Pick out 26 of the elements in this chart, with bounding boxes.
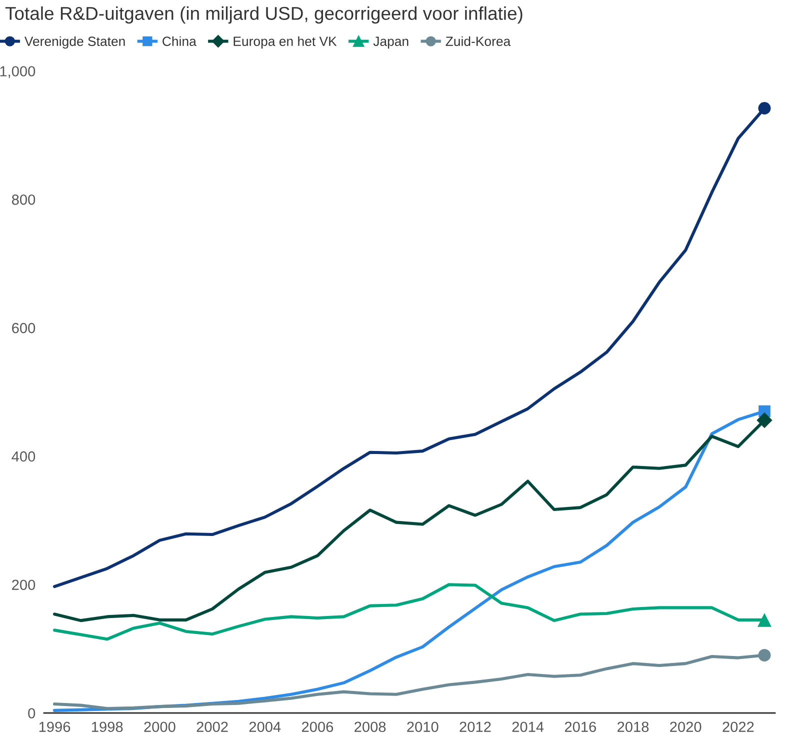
chart-title: Totale R&D-uitgaven (in miljard USD, gecorrigeerd voor inflatie): [5, 6, 522, 24]
legend-label: Europa en het VK: [234, 36, 337, 49]
x-tick-label: 2020: [670, 722, 702, 732]
x-tick-label: 2002: [196, 722, 228, 732]
x-tick-label: 1998: [92, 722, 123, 732]
y-tick-label: 200: [12, 580, 36, 590]
legend-label: Verenigde Staten: [24, 36, 125, 49]
x-tick-label: 2022: [722, 722, 754, 732]
y-tick-label: 600: [12, 322, 36, 334]
x-tick-label: 2012: [460, 722, 491, 732]
y-tick-label: 0: [28, 708, 36, 718]
x-tick-label: 2000: [144, 722, 176, 732]
y-tick-label: 800: [12, 194, 36, 205]
x-tick-label: 1996: [39, 722, 70, 732]
x-tick-label: 2018: [618, 722, 649, 732]
legend-label: Zuid-Korea: [446, 36, 511, 46]
x-tick-label: 2006: [302, 722, 334, 732]
x-tick-label: 2004: [249, 722, 281, 732]
x-tick-label: 2008: [354, 722, 386, 732]
x-tick-label: 2016: [564, 722, 596, 732]
legend-label: Japan: [373, 36, 408, 49]
x-tick-label: 2010: [407, 722, 438, 732]
x-tick-label: 2014: [512, 722, 544, 732]
y-tick-label: 1,000: [0, 66, 36, 78]
legend-label: China: [162, 36, 196, 46]
y-tick-label: 400: [12, 451, 36, 462]
